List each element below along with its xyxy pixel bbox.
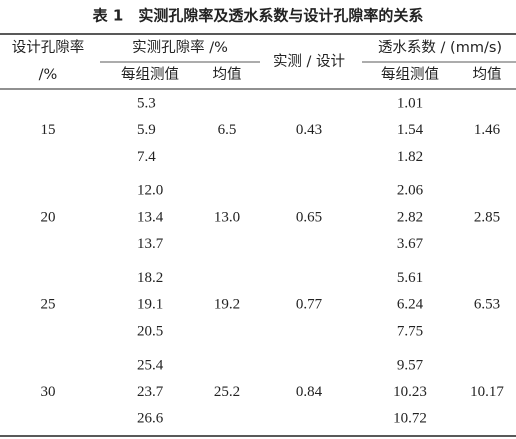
cell: 19.1 bbox=[137, 297, 163, 313]
cell: 10.23 bbox=[393, 384, 427, 400]
cell: 6.24 bbox=[397, 297, 424, 313]
cell: 5.3 bbox=[137, 95, 156, 111]
cell: 2.85 bbox=[474, 209, 500, 225]
cell: 0.77 bbox=[296, 297, 323, 313]
cell: 7.75 bbox=[397, 323, 423, 339]
cell: 9.57 bbox=[397, 357, 424, 373]
cell: 1.82 bbox=[397, 149, 423, 165]
header-cell: 设计孔隙率 bbox=[12, 39, 85, 56]
cell: 25 bbox=[41, 297, 56, 313]
header-cell: 均值 bbox=[213, 66, 242, 83]
cell: 0.43 bbox=[296, 122, 322, 138]
cell: 5.61 bbox=[397, 270, 423, 286]
header-cell: 透水系数 / (mm/s) bbox=[378, 39, 502, 56]
cell: 1.54 bbox=[397, 122, 424, 138]
header-cell: 每组测值 bbox=[381, 66, 439, 83]
cell: 5.9 bbox=[137, 122, 156, 138]
header-cell: 实测 / 设计 bbox=[273, 53, 345, 70]
cell: 25.4 bbox=[137, 357, 164, 373]
cell: 10.17 bbox=[470, 384, 504, 400]
header-cell: 实测孔隙率 /% bbox=[132, 39, 228, 56]
header-cell: /% bbox=[39, 67, 58, 83]
cell: 6.5 bbox=[218, 122, 237, 138]
cell: 20 bbox=[41, 209, 56, 225]
cell: 1.46 bbox=[474, 122, 501, 138]
cell: 13.0 bbox=[214, 209, 240, 225]
cell: 0.65 bbox=[296, 209, 322, 225]
cell: 18.2 bbox=[137, 270, 163, 286]
caption: 表 1 实测孔隙率及透水系数与设计孔隙率的关系 bbox=[93, 7, 424, 25]
cell: 2.82 bbox=[397, 209, 423, 225]
cell: 0.84 bbox=[296, 384, 323, 400]
cell: 30 bbox=[41, 384, 56, 400]
header-cell: 均值 bbox=[473, 66, 502, 83]
cell: 13.7 bbox=[137, 236, 164, 252]
cell: 25.2 bbox=[214, 384, 240, 400]
header-cell: 每组测值 bbox=[121, 66, 179, 83]
cell: 26.6 bbox=[137, 411, 164, 427]
cell: 23.7 bbox=[137, 384, 164, 400]
cell: 15 bbox=[41, 122, 56, 138]
cell: 20.5 bbox=[137, 323, 163, 339]
cell: 6.53 bbox=[474, 297, 500, 313]
cell: 13.4 bbox=[137, 209, 164, 225]
cell: 3.67 bbox=[397, 236, 424, 252]
cell: 19.2 bbox=[214, 297, 240, 313]
cell: 10.72 bbox=[393, 411, 427, 427]
cell: 2.06 bbox=[397, 183, 424, 199]
cell: 7.4 bbox=[137, 149, 156, 165]
cell: 1.01 bbox=[397, 95, 423, 111]
cell: 12.0 bbox=[137, 183, 163, 199]
